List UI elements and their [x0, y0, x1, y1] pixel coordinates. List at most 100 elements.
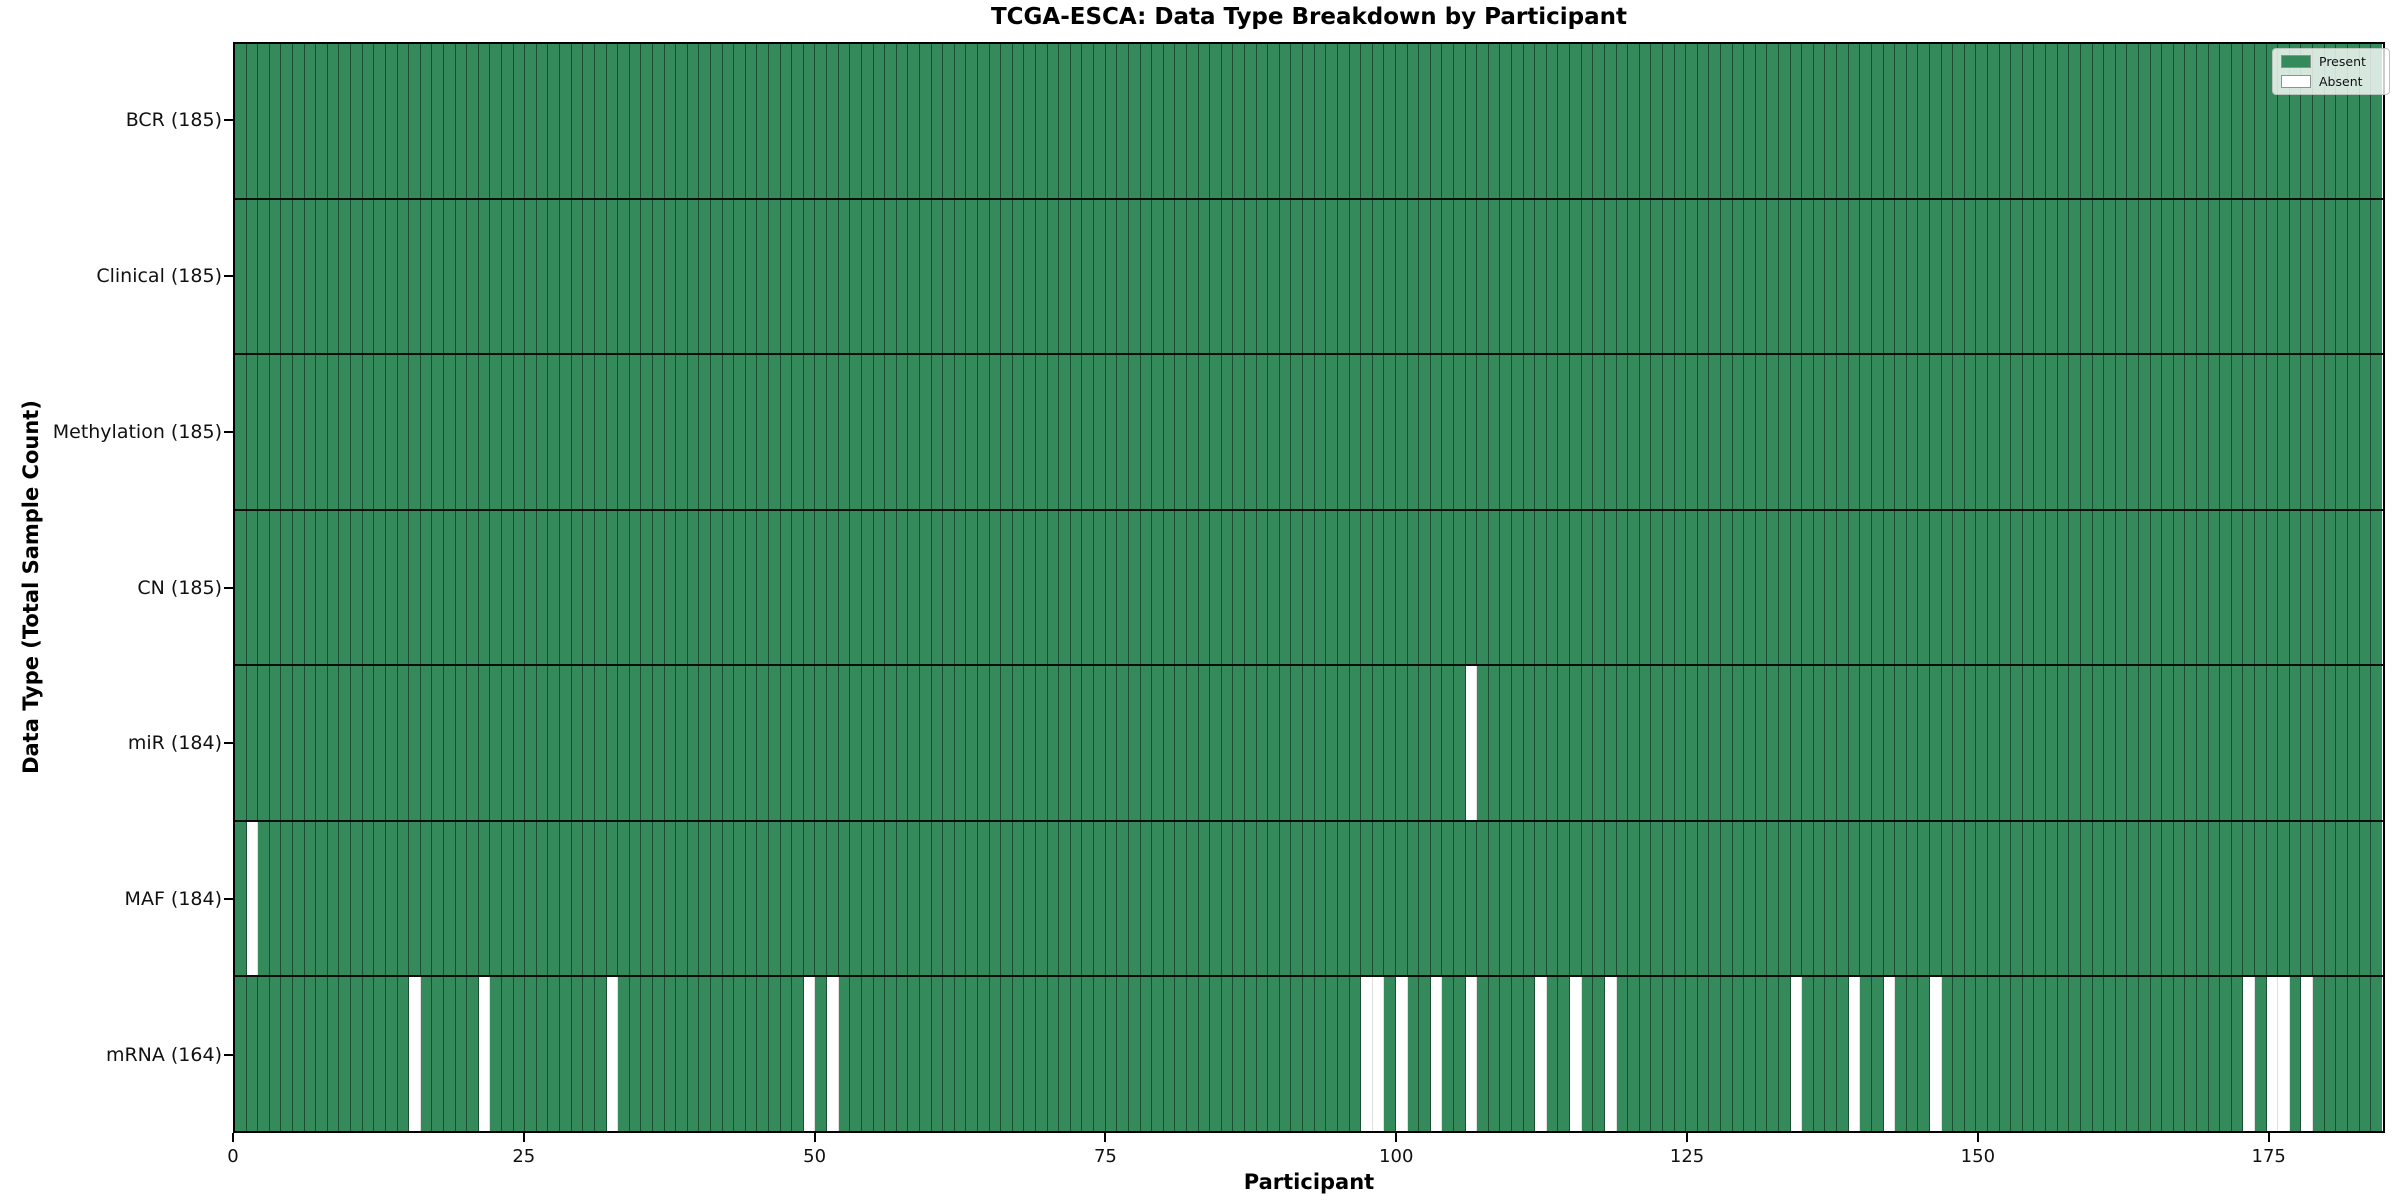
- matrix-cell: [536, 821, 549, 976]
- matrix-cell: [641, 666, 653, 820]
- matrix-cell: [235, 666, 247, 820]
- matrix-cell: [2104, 977, 2116, 1132]
- matrix-cell: [513, 666, 526, 820]
- matrix-cell: [1523, 977, 1536, 1132]
- matrix-cell: [2069, 821, 2081, 976]
- matrix-cell: [1790, 355, 1803, 509]
- matrix-cell: [1721, 44, 1733, 198]
- matrix-cell: [1744, 199, 1756, 354]
- matrix-cell: [1105, 355, 1118, 509]
- matrix-cell: [2336, 821, 2348, 976]
- matrix-row-mrna: [235, 977, 2383, 1132]
- matrix-cell: [1465, 199, 1478, 354]
- matrix-cell: [850, 355, 862, 509]
- matrix-cell: [1036, 199, 1048, 354]
- matrix-cell: [2243, 44, 2256, 198]
- matrix-cell: [1512, 666, 1524, 820]
- matrix-cell: [1361, 44, 1373, 198]
- matrix-cell: [792, 510, 804, 665]
- matrix-cell: [1047, 977, 1060, 1132]
- matrix-cell: [2313, 977, 2325, 1132]
- matrix-cell: [594, 510, 607, 665]
- matrix-cell: [1186, 666, 1199, 820]
- matrix-cell: [919, 199, 932, 354]
- matrix-cell: [2138, 666, 2151, 820]
- matrix-cell: [1070, 821, 1083, 976]
- matrix-cell: [1152, 977, 1164, 1132]
- matrix-cell: [2231, 44, 2244, 198]
- matrix-cell: [1268, 666, 1280, 820]
- matrix-cell: [339, 355, 352, 509]
- matrix-cell: [1697, 199, 1710, 354]
- matrix-cell: [1477, 821, 1489, 976]
- matrix-cell: [1419, 821, 1431, 976]
- x-tick-mark: [1395, 1133, 1398, 1142]
- matrix-cell: [1152, 44, 1164, 198]
- y-tick-label: MAF (184): [124, 888, 222, 911]
- matrix-cell: [2011, 199, 2023, 354]
- matrix-cell: [838, 44, 851, 198]
- matrix-cell: [1628, 821, 1640, 976]
- matrix-cell: [1941, 510, 1954, 665]
- matrix-cell: [745, 666, 758, 820]
- matrix-cell: [1361, 510, 1373, 665]
- matrix-cell: [1245, 666, 1257, 820]
- matrix-cell: [1233, 44, 1246, 198]
- matrix-cell: [1221, 510, 1234, 665]
- matrix-cell: [327, 510, 340, 665]
- matrix-cell: [676, 821, 688, 976]
- matrix-cell: [2150, 977, 2163, 1132]
- matrix-cell: [2359, 510, 2372, 665]
- matrix-cell: [339, 821, 352, 976]
- matrix-cell: [1256, 199, 1269, 354]
- matrix-cell: [780, 199, 793, 354]
- matrix-cell: [699, 44, 711, 198]
- matrix-cell: [2011, 510, 2023, 665]
- matrix-cell: [1070, 44, 1083, 198]
- matrix-cell: [1233, 355, 1246, 509]
- matrix-cell: [467, 821, 479, 976]
- matrix-cell: [1825, 821, 1838, 976]
- matrix-cell: [780, 355, 793, 509]
- matrix-cell: [954, 510, 967, 665]
- matrix-cell: [1465, 977, 1478, 1132]
- matrix-cell: [1662, 510, 1675, 665]
- matrix-cell: [1790, 44, 1803, 198]
- matrix-cell: [1755, 44, 1768, 198]
- matrix-cell: [1349, 510, 1362, 665]
- matrix-cell: [989, 510, 1002, 665]
- matrix-cell: [327, 666, 340, 820]
- matrix-cell: [954, 821, 967, 976]
- matrix-cell: [235, 44, 247, 198]
- matrix-cell: [2022, 821, 2035, 976]
- matrix-cell: [1407, 821, 1420, 976]
- matrix-cell: [2336, 977, 2348, 1132]
- matrix-cell: [769, 666, 781, 820]
- x-tick-mark: [1686, 1133, 1689, 1142]
- matrix-cell: [641, 355, 653, 509]
- matrix-cell: [2046, 666, 2058, 820]
- matrix-cell: [618, 666, 630, 820]
- matrix-cell: [513, 199, 526, 354]
- matrix-cell: [2104, 666, 2116, 820]
- matrix-cell: [1848, 199, 1861, 354]
- matrix-cell: [1395, 977, 1408, 1132]
- matrix-cell: [1175, 510, 1187, 665]
- matrix-cell: [1140, 821, 1153, 976]
- matrix-cell: [467, 355, 479, 509]
- matrix-cell: [908, 355, 920, 509]
- matrix-cell: [1256, 510, 1269, 665]
- matrix-cell: [1662, 199, 1675, 354]
- y-axis-label: Data Type (Total Sample Count): [19, 400, 43, 774]
- matrix-cell: [1430, 355, 1443, 509]
- matrix-cell: [2104, 510, 2116, 665]
- matrix-cell: [2243, 355, 2256, 509]
- matrix-cell: [1674, 355, 1687, 509]
- matrix-cell: [815, 666, 828, 820]
- matrix-cell: [2266, 199, 2279, 354]
- matrix-cell: [2243, 199, 2256, 354]
- x-tick-mark: [813, 1133, 816, 1142]
- matrix-cell: [2371, 199, 2382, 354]
- matrix-cell: [455, 821, 468, 976]
- matrix-cell: [2057, 44, 2070, 198]
